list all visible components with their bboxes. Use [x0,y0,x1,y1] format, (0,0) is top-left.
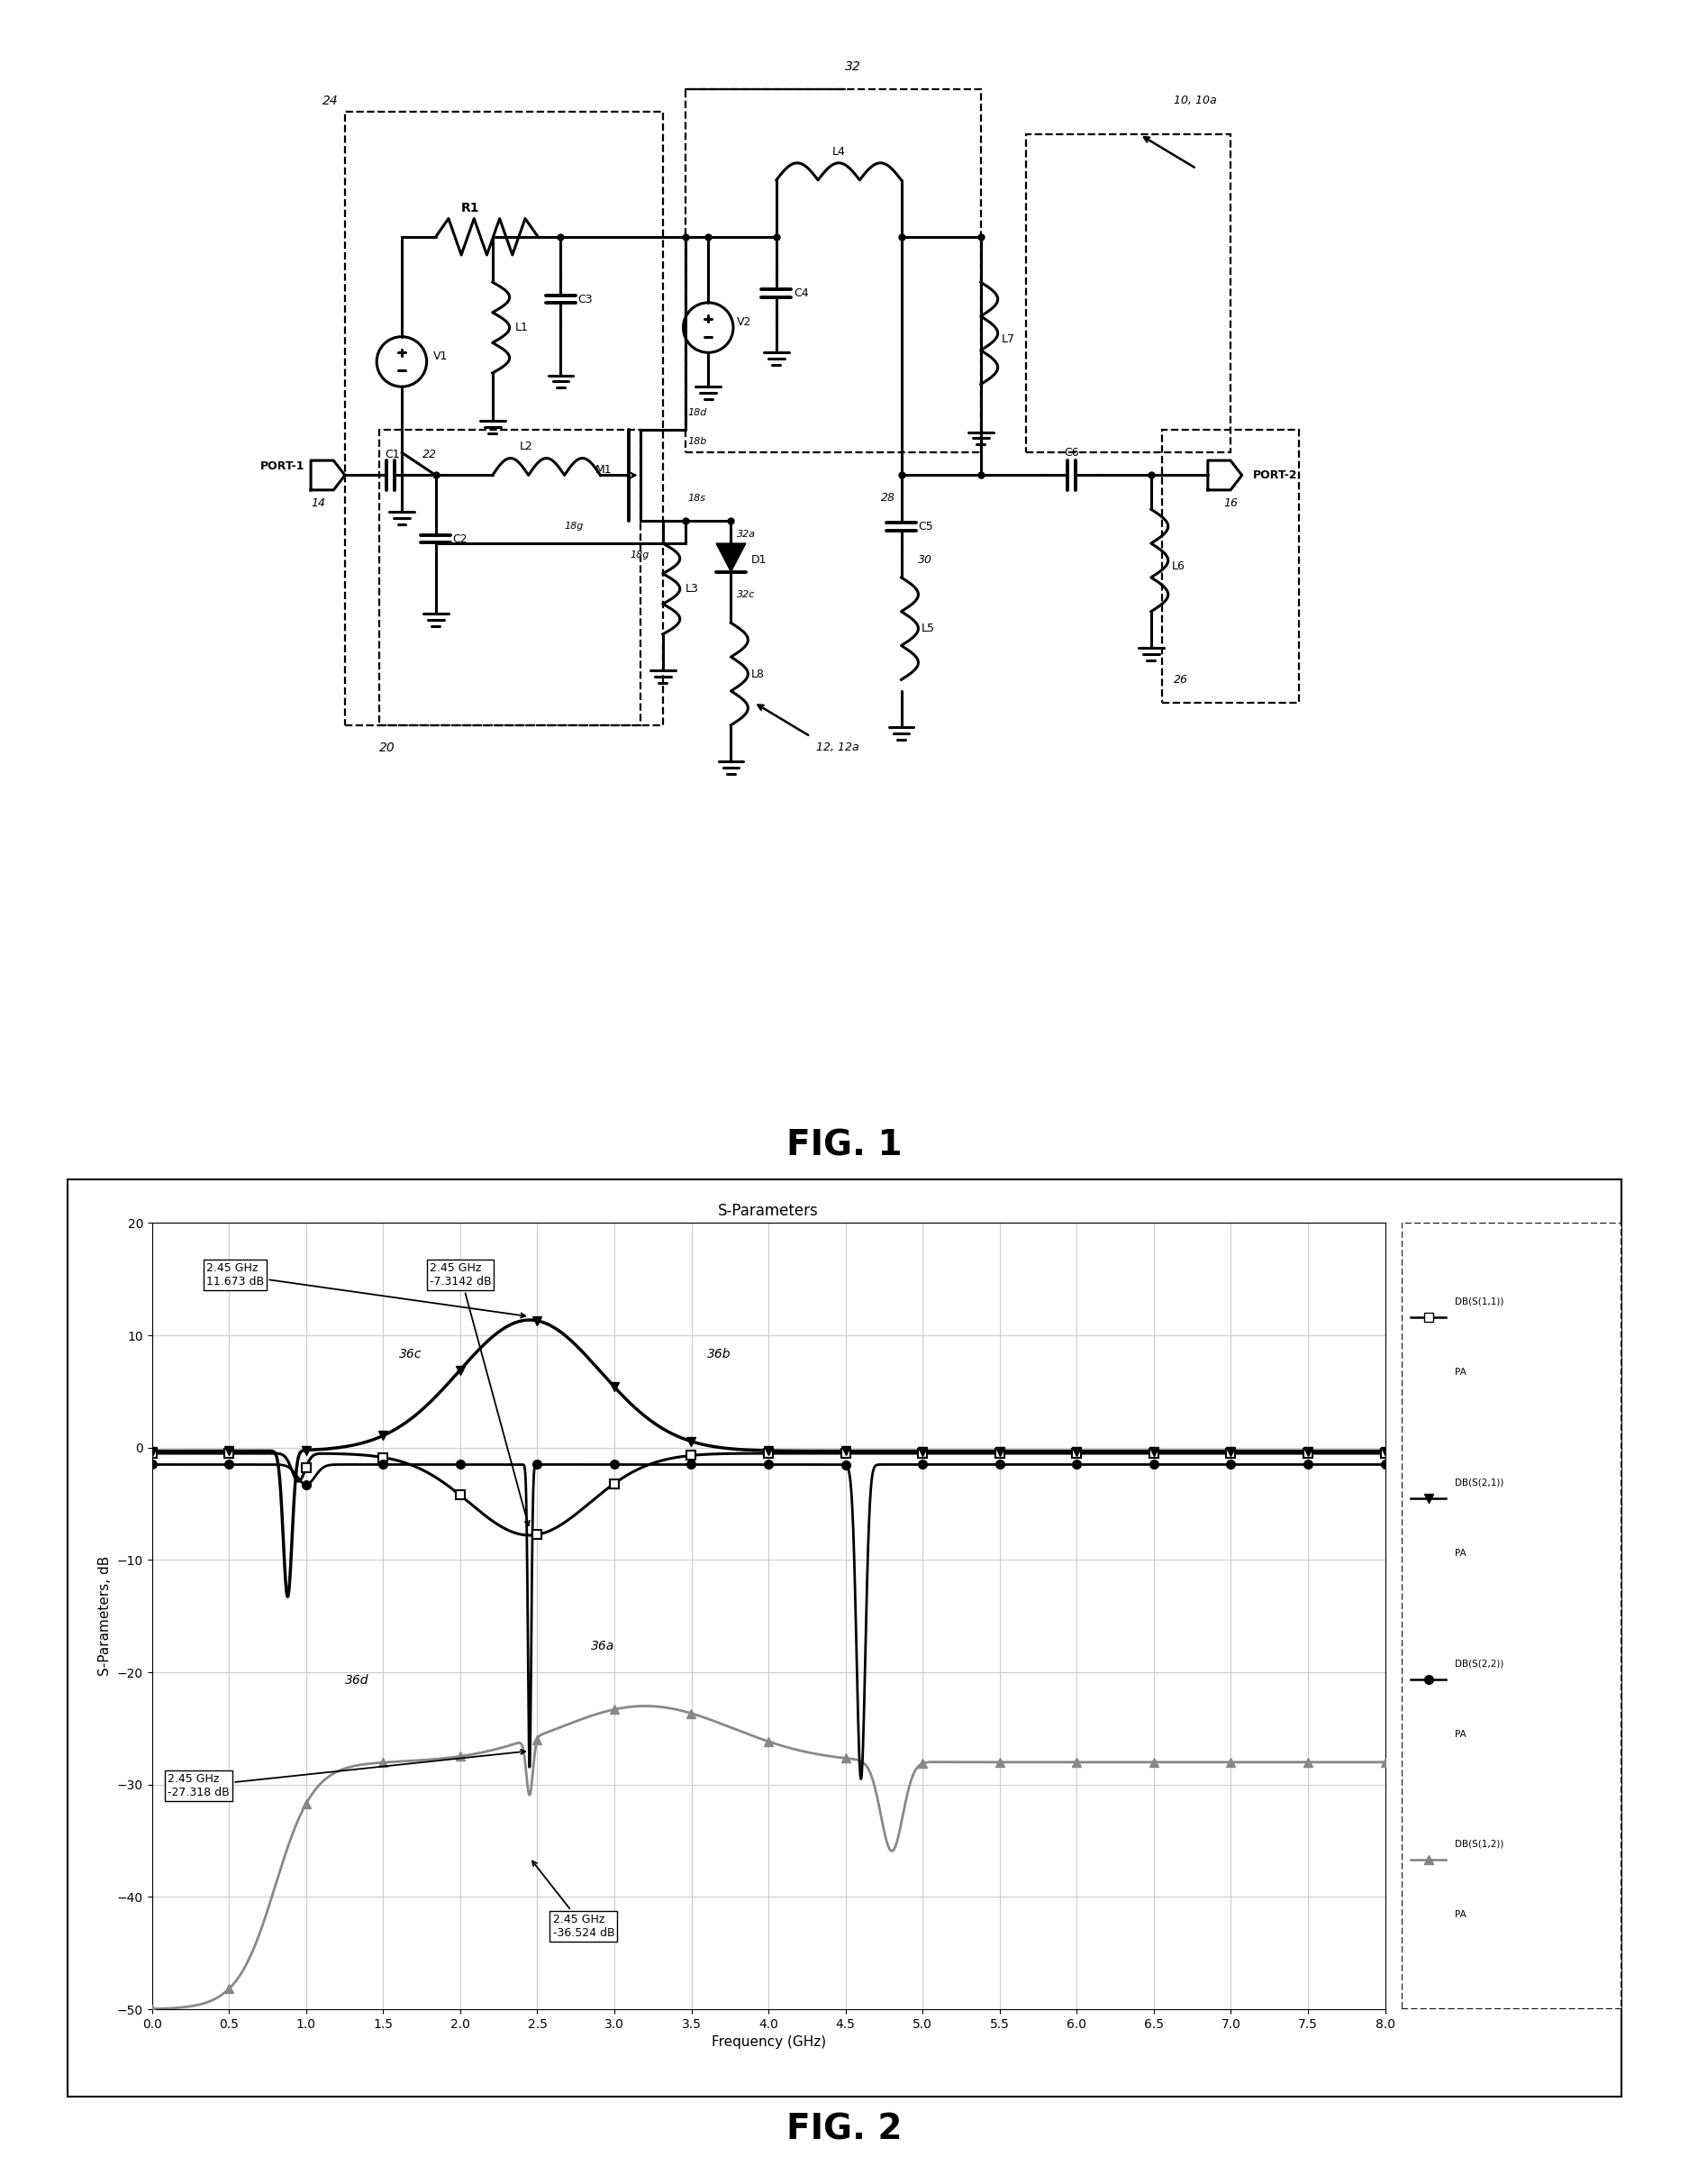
Text: 18g: 18g [630,550,650,559]
Text: L2: L2 [520,441,534,452]
Text: L5: L5 [922,622,936,633]
Text: DB(S(2,2)): DB(S(2,2)) [1454,1660,1503,1669]
Text: 2.45 GHz
11.673 dB: 2.45 GHz 11.673 dB [206,1262,525,1317]
Text: 30: 30 [919,555,932,566]
Text: 32: 32 [844,61,860,72]
Text: PA: PA [1454,1548,1466,1557]
Text: 22: 22 [422,450,436,461]
Text: 18b: 18b [687,437,708,446]
FancyBboxPatch shape [1402,1223,1621,2009]
X-axis label: Frequency (GHz): Frequency (GHz) [711,2035,826,2049]
Text: D1: D1 [752,555,767,566]
Text: 18s: 18s [687,494,706,502]
Text: 32a: 32a [736,531,755,539]
Text: PA: PA [1454,1730,1466,1738]
Text: 2.45 GHz
-36.524 dB: 2.45 GHz -36.524 dB [532,1861,615,1939]
Text: 20: 20 [378,743,395,753]
Text: L1: L1 [515,321,529,334]
Text: FIG. 2: FIG. 2 [787,2112,902,2147]
Text: R1: R1 [461,203,480,214]
Polygon shape [716,544,747,572]
Text: C2: C2 [453,533,468,544]
Text: L8: L8 [752,668,765,679]
Text: 14: 14 [311,498,326,509]
Text: C4: C4 [794,288,809,299]
Text: 36c: 36c [399,1348,422,1361]
Text: 2.45 GHz
-27.318 dB: 2.45 GHz -27.318 dB [167,1749,525,1800]
Text: PA: PA [1454,1911,1466,1920]
Text: PORT-1: PORT-1 [260,461,306,472]
Text: 18g: 18g [564,522,583,531]
Text: DB(S(1,1)): DB(S(1,1)) [1454,1297,1503,1306]
Text: 28: 28 [882,491,895,505]
Text: L6: L6 [1172,561,1186,572]
Text: 36b: 36b [708,1348,731,1361]
Text: PORT-2: PORT-2 [1253,470,1297,480]
Text: L7: L7 [1002,334,1015,345]
Text: PA: PA [1454,1367,1466,1376]
Text: DB(S(1,2)): DB(S(1,2)) [1454,1839,1503,1848]
Text: M1: M1 [595,463,611,476]
Text: 24: 24 [323,94,338,107]
Text: L4: L4 [833,146,846,157]
Text: 12, 12a: 12, 12a [816,743,860,753]
Text: 18d: 18d [687,408,708,417]
Text: 32c: 32c [736,590,755,598]
Text: 26: 26 [1174,675,1187,686]
Text: 10, 10a: 10, 10a [1174,94,1216,107]
Y-axis label: S-Parameters, dB: S-Parameters, dB [98,1557,111,1675]
Text: V1: V1 [434,349,448,363]
Title: S-Parameters: S-Parameters [718,1203,819,1219]
Text: C3: C3 [578,293,593,306]
Text: FIG. 1: FIG. 1 [787,1129,902,1162]
Text: 36a: 36a [591,1640,615,1653]
Text: 2.45 GHz
-7.3142 dB: 2.45 GHz -7.3142 dB [429,1262,529,1524]
Text: L3: L3 [686,583,699,594]
Text: DB(S(2,1)): DB(S(2,1)) [1454,1479,1503,1487]
Text: C6: C6 [1064,448,1079,459]
Text: 36d: 36d [345,1673,368,1686]
Text: 16: 16 [1223,498,1238,509]
Text: C1: C1 [385,450,400,461]
Text: V2: V2 [736,317,752,328]
Text: C5: C5 [919,520,934,533]
